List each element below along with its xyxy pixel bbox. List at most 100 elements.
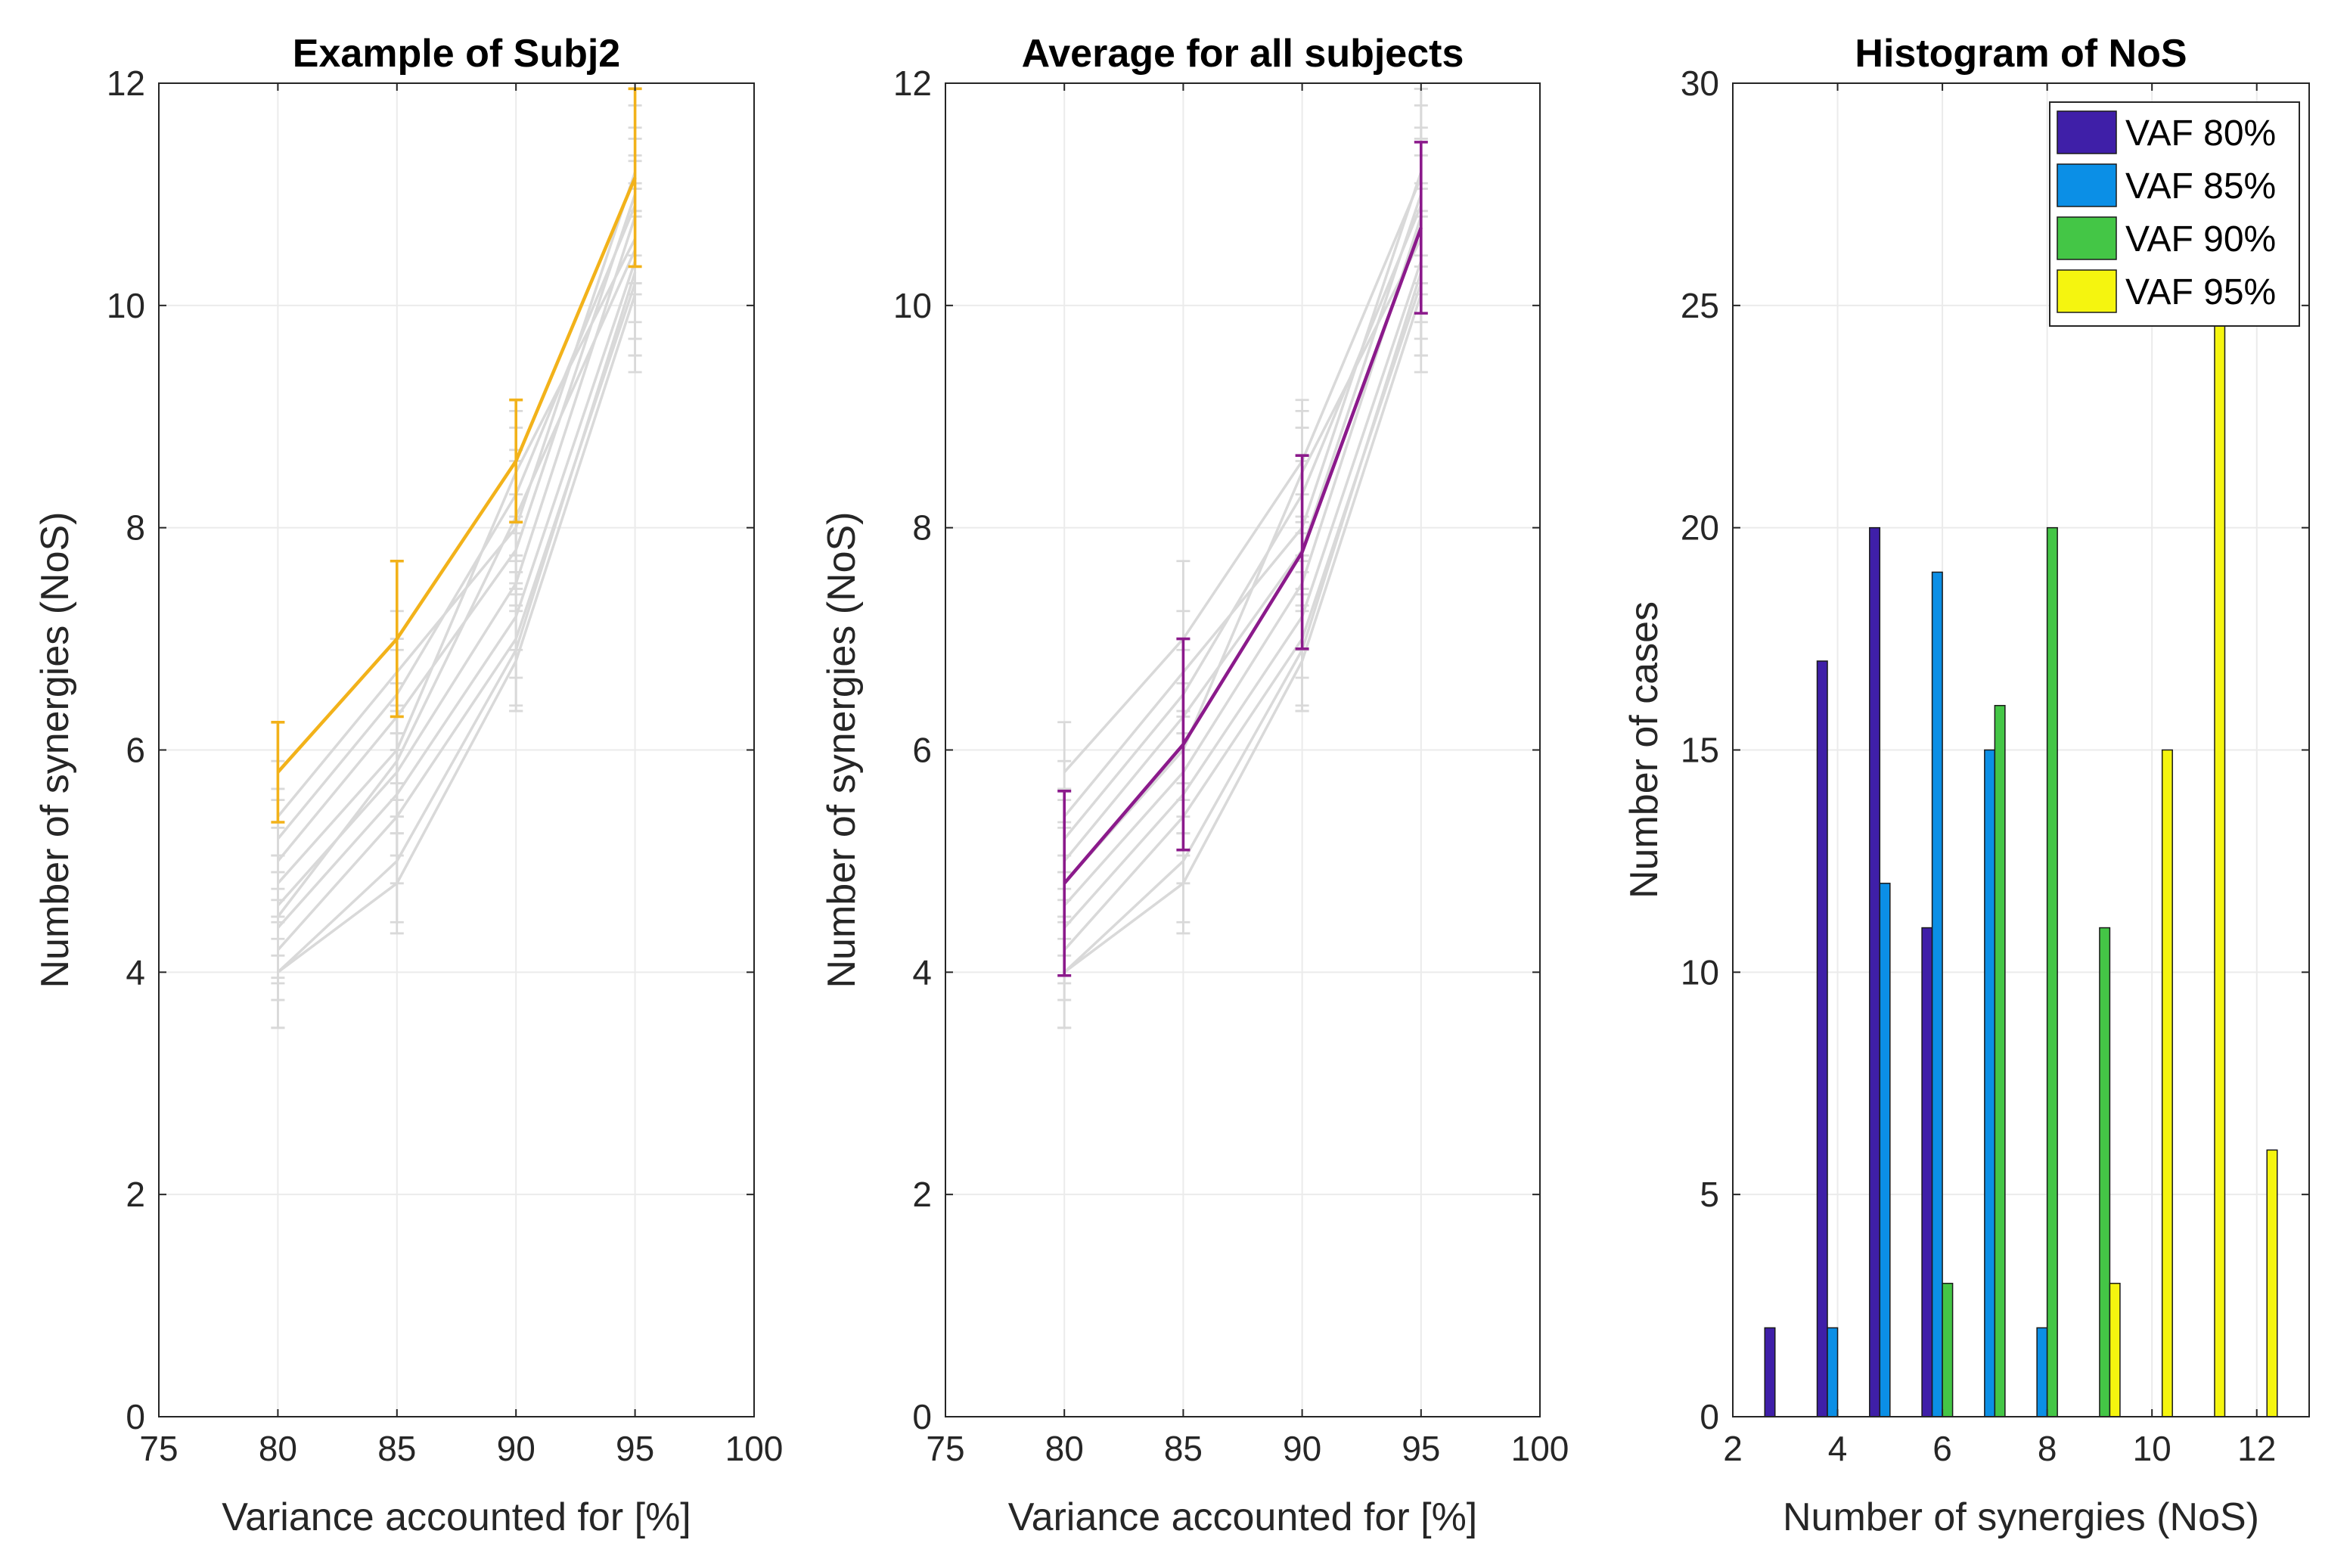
y-tick-label: 4 bbox=[912, 952, 932, 992]
legend-swatch bbox=[2057, 216, 2117, 260]
legend-label: VAF 95% bbox=[2125, 272, 2276, 312]
legend-swatch bbox=[2057, 269, 2117, 313]
bar bbox=[1921, 927, 1933, 1417]
highlight-series-errorbar bbox=[271, 720, 285, 824]
bar bbox=[1816, 660, 1828, 1417]
background-series-8-line bbox=[277, 272, 637, 973]
legend-label: VAF 90% bbox=[2125, 219, 2276, 259]
x-tick-label: 100 bbox=[725, 1429, 784, 1468]
y-tick-label: 25 bbox=[1681, 286, 1719, 325]
y-axis-label: Number of cases bbox=[1622, 601, 1666, 899]
background-series-9-line bbox=[277, 293, 637, 973]
legend-label: VAF 85% bbox=[2125, 166, 2276, 206]
bar bbox=[2046, 526, 2058, 1417]
x-tick-label: 100 bbox=[1511, 1429, 1569, 1468]
y-tick-label: 0 bbox=[912, 1397, 932, 1436]
background-series-10-line bbox=[277, 249, 637, 918]
y-tick-label: 10 bbox=[107, 286, 145, 325]
y-tick-label: 12 bbox=[893, 64, 932, 103]
x-tick-label: 10 bbox=[2133, 1429, 2171, 1468]
x-tick-label: 90 bbox=[497, 1429, 536, 1468]
background-series-9-errorbar bbox=[509, 610, 523, 713]
highlight-series-errorbar bbox=[1295, 454, 1309, 650]
bar bbox=[1827, 1327, 1839, 1417]
background-series-6-line bbox=[277, 260, 637, 929]
y-tick-label: 6 bbox=[912, 731, 932, 770]
bar bbox=[1931, 571, 1943, 1417]
chart-title: Histogram of NoS bbox=[1855, 32, 2187, 76]
chart-title: Average for all subjects bbox=[1022, 32, 1464, 76]
background-series-3-line bbox=[277, 194, 637, 862]
y-tick-label: 8 bbox=[912, 508, 932, 548]
bar bbox=[2036, 1327, 2048, 1417]
highlight-series-line bbox=[1063, 227, 1423, 885]
highlight-series-errorbar bbox=[509, 398, 523, 524]
legend-item: VAF 95% bbox=[2057, 269, 2276, 313]
background-series-5-line bbox=[1063, 238, 1423, 884]
chart-panel-3: 2 4 6 8 10 12 0 5 10 15 20 25 30 Histogram of NoS Numb… bbox=[1622, 32, 2310, 1539]
x-axis-label: Variance accounted for [%] bbox=[1008, 1495, 1478, 1539]
bar bbox=[1942, 1282, 1954, 1417]
bar bbox=[1879, 883, 1891, 1417]
y-tick-label: 6 bbox=[126, 731, 145, 770]
background-series-2-line bbox=[277, 204, 637, 840]
legend-swatch bbox=[2057, 163, 2117, 207]
bar bbox=[2099, 927, 2111, 1417]
bar-series-4 bbox=[2109, 305, 2278, 1417]
x-tick-label: 90 bbox=[1283, 1429, 1321, 1468]
background-series-9-line bbox=[1063, 272, 1423, 973]
background-series-4-line bbox=[277, 238, 637, 884]
y-tick-label: 15 bbox=[1681, 731, 1719, 770]
y-tick-label: 2 bbox=[126, 1175, 145, 1214]
background-series-3-line bbox=[1063, 204, 1423, 840]
highlight-series-errorbar bbox=[390, 559, 404, 719]
background-series-1-line bbox=[1063, 177, 1423, 774]
x-tick-label: 80 bbox=[1045, 1429, 1084, 1468]
chart-panel-1: 75 80 85 90 95 100 0 2 4 6 8 10 12 Example of Subj2 Va… bbox=[33, 32, 783, 1539]
y-axis-label: Number of synergies (NoS) bbox=[820, 512, 864, 989]
background-series-10-line bbox=[1063, 293, 1423, 973]
y-tick-label: 2 bbox=[912, 1175, 932, 1214]
bar-series-2 bbox=[1827, 571, 2048, 1417]
x-axis-label: Number of synergies (NoS) bbox=[1783, 1495, 2259, 1539]
y-tick-label: 30 bbox=[1681, 64, 1719, 103]
background-series-6-line bbox=[1063, 216, 1423, 907]
legend: VAF 80% VAF 85% VAF 90% VAF 95% bbox=[2049, 101, 2300, 327]
x-tick-label: 75 bbox=[926, 1429, 964, 1468]
x-tick-label: 85 bbox=[377, 1429, 416, 1468]
bar bbox=[1764, 1327, 1776, 1417]
x-tick-label: 8 bbox=[2038, 1429, 2057, 1468]
bar bbox=[2266, 1149, 2278, 1417]
bar bbox=[1869, 526, 1881, 1417]
y-tick-label: 0 bbox=[1700, 1397, 1719, 1436]
x-tick-label: 12 bbox=[2237, 1429, 2276, 1468]
legend-item: VAF 85% bbox=[2057, 163, 2276, 207]
legend-item: VAF 90% bbox=[2057, 216, 2276, 260]
x-tick-label: 85 bbox=[1164, 1429, 1203, 1468]
x-tick-label: 4 bbox=[1828, 1429, 1848, 1468]
highlight-series-line bbox=[276, 177, 637, 774]
bar bbox=[2109, 1282, 2121, 1417]
background-series-10-errorbar bbox=[271, 854, 285, 980]
bar-series-3 bbox=[1942, 526, 2111, 1417]
x-axis-label: Variance accounted for [%] bbox=[222, 1495, 691, 1539]
highlight-series-errorbar bbox=[1414, 141, 1428, 315]
chart-panel-2: 75 80 85 90 95 100 0 2 4 6 8 10 12 Average for all su… bbox=[820, 32, 1569, 1539]
bar bbox=[1984, 749, 1996, 1417]
y-tick-label: 4 bbox=[126, 952, 145, 992]
legend-item: VAF 80% bbox=[2057, 110, 2276, 154]
legend-label: VAF 80% bbox=[2125, 113, 2276, 154]
background-series-7-line bbox=[1063, 260, 1423, 929]
x-tick-label: 95 bbox=[1402, 1429, 1440, 1468]
y-tick-label: 10 bbox=[1681, 952, 1719, 992]
x-tick-label: 6 bbox=[1932, 1429, 1952, 1468]
x-tick-label: 2 bbox=[1723, 1429, 1743, 1468]
y-tick-label: 12 bbox=[107, 64, 145, 103]
bar bbox=[2214, 305, 2226, 1417]
y-axis-label: Number of synergies (NoS) bbox=[33, 512, 77, 989]
x-tick-label: 75 bbox=[139, 1429, 178, 1468]
y-tick-label: 10 bbox=[893, 286, 932, 325]
y-tick-label: 20 bbox=[1681, 508, 1719, 548]
chart-title: Example of Subj2 bbox=[293, 32, 620, 76]
